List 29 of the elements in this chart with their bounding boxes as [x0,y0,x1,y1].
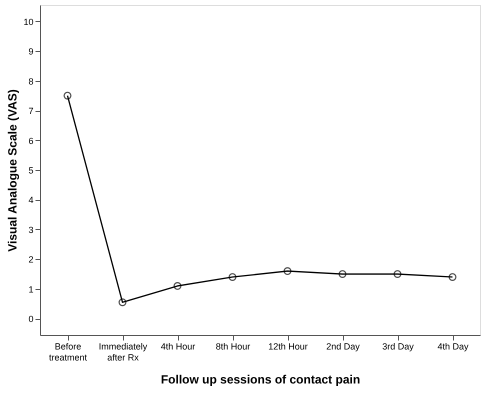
x-axis-title: Follow up sessions of contact pain [160,372,360,386]
y-tick-label: 3 [28,224,34,235]
y-tick-label: 5 [28,166,34,176]
y-tick-label: 7 [28,106,34,116]
x-tick-label: 3rd Day [382,342,414,352]
x-tick-label: 2nd Day [326,342,360,352]
point [118,298,126,306]
y-tick-label: 8 [28,76,34,86]
y-axis-title: Visual Analogue Scale (VAS) [5,89,20,252]
point [228,273,236,281]
y-tick-label: 1 [28,284,34,294]
x-tick-label: 4th Day [437,342,469,352]
point [338,270,346,278]
point [394,270,402,278]
point [64,92,72,100]
x-tick-label: 4th Hour [160,342,196,352]
point [174,282,182,290]
point [284,267,292,276]
point [448,273,456,281]
y-tick-label: 9 [28,46,34,57]
x-tick-label: Before treatment [48,342,88,362]
x-tick-label: 12th Hour [268,342,308,352]
y-tick-label: 2 [28,254,34,265]
y-tick-label: 4 [28,195,34,206]
x-tick-label: 8th Hour [216,342,250,352]
y-tick-label: 10 [23,16,34,27]
x-tick-label: Immediately after Rx [98,342,148,362]
y-tick-label: 0 [28,314,34,324]
y-tick-label: 6 [28,136,34,146]
